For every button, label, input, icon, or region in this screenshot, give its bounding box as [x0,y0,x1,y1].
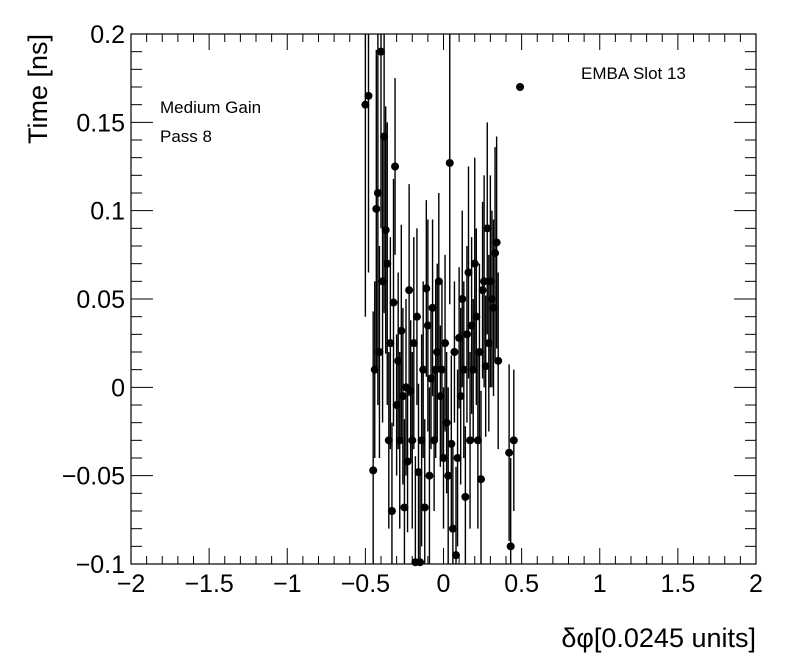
x-tick-label: 0 [437,570,451,598]
data-point [416,558,425,567]
data-point [397,326,406,335]
data-point [475,348,484,356]
data-point [477,475,485,484]
x-tick-label: 0.5 [504,570,539,598]
y-tick-label: 0.2 [90,21,125,49]
y-axis-title: Time [ns] [23,34,53,144]
y-tick-label: 0 [111,374,125,402]
x-tick-label: −1 [273,570,302,598]
slot-annotation: EMBA Slot 13 [581,64,686,83]
data-point [439,454,448,462]
data-point [398,392,407,401]
data-point [453,454,462,462]
data-point [361,100,370,109]
data-point [412,312,421,321]
x-tick-label: −1.5 [184,570,233,598]
data-point [403,457,412,466]
data-point [466,436,475,445]
data-point [470,259,479,268]
data-point [445,158,454,167]
x-axis-title: δφ[0.0245 units] [561,623,756,653]
data-point [391,162,400,171]
data-point [506,542,515,551]
data-point [428,303,437,312]
data-point [458,295,467,303]
data-point [444,471,453,480]
data-point [480,277,489,286]
data-point [383,259,392,268]
data-point [387,507,396,515]
y-tick-label: −0.05 [62,463,125,491]
y-tick-label: 0.15 [76,109,125,137]
data-point [447,439,456,448]
data-point [505,448,514,457]
data-point [373,189,382,197]
data-point [420,503,429,512]
data-point [491,249,500,258]
y-tick-label: 0.05 [76,286,125,314]
data-point [450,348,459,356]
x-tick-label: 1 [593,570,607,598]
data-point [375,348,384,356]
plot-frame [130,33,757,565]
data-point [483,224,492,233]
data-point [364,91,373,100]
data-point [423,321,432,330]
data-point [516,83,525,91]
data-point [481,362,490,371]
y-tick-labels: −0.1 −0.05 0 0.05 0.1 0.15 0.2 [62,21,125,579]
data-point [381,226,390,235]
y-tick-label: −0.1 [76,551,125,579]
data-point [464,268,473,277]
data-point [434,277,443,286]
x-tick-labels: −2 −1.5 −1 −0.5 0 0.5 1 1.5 2 [117,570,763,598]
data-point [400,503,409,512]
data-point [492,238,501,247]
data-point [461,492,470,501]
x-tick-label: −2 [117,570,146,598]
x-tick-label: 2 [749,570,763,598]
data-point [409,339,418,348]
data-point [478,286,487,295]
data-point [419,365,428,374]
pass-annotation: Pass 8 [160,127,212,146]
data-point [422,284,431,293]
data-point [408,436,417,445]
y-tick-label: 0.1 [90,198,125,226]
gain-annotation: Medium Gain [160,98,261,117]
data-point [509,436,518,445]
data-point [452,551,460,560]
x-tick-label: 1.5 [660,570,695,598]
data-point [437,365,446,374]
data-point [441,339,450,348]
data-points [361,34,525,567]
data-point [462,330,471,339]
data-point [405,286,414,295]
data-point [386,339,395,348]
data-point [372,204,381,213]
data-point [442,418,451,427]
data-point [494,356,503,365]
data-point [448,524,457,533]
data-point [377,47,385,56]
data-point [369,466,378,475]
data-point [459,365,468,374]
data-point [425,471,434,480]
x-tick-label: −0.5 [341,570,390,598]
data-point [456,392,465,401]
data-point [389,298,398,307]
data-point [472,312,481,321]
data-point [395,436,404,445]
